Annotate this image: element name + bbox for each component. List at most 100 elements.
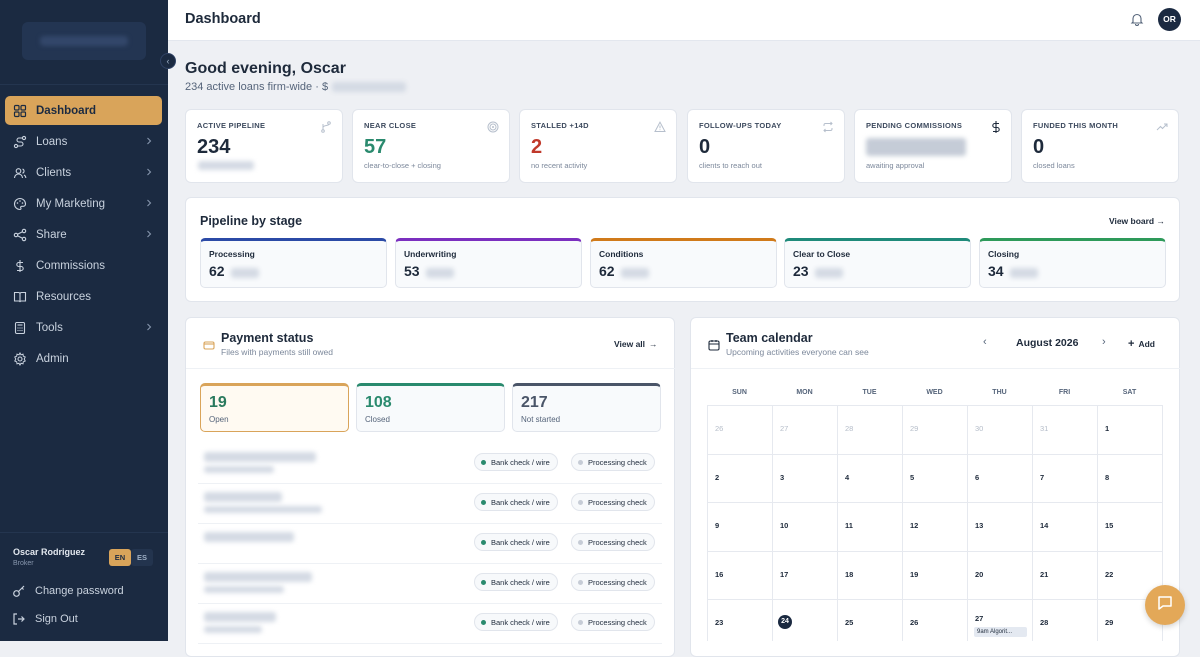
stage-processing[interactable]: Processing 62 [200, 238, 387, 288]
status-dot [578, 539, 583, 545]
sidebar-item-share[interactable]: Share [5, 220, 162, 249]
sign-out-link[interactable]: Sign Out [12, 612, 78, 626]
sidebar-item-admin[interactable]: Admin [5, 344, 162, 373]
calendar-day[interactable]: 27 [773, 406, 838, 455]
payment-tab-closed[interactable]: 108 Closed [356, 383, 505, 432]
day-number: 28 [1040, 618, 1049, 627]
calendar-event[interactable]: 9am Algorit... [974, 627, 1027, 637]
kpi-card-funded-this-month[interactable]: FUNDED THIS MONTH 0 closed loans [1021, 109, 1179, 183]
kpi-card-active-pipeline[interactable]: ACTIVE PIPELINE 234 [185, 109, 343, 183]
calendar-day[interactable]: 11 [838, 503, 903, 552]
kpi-value: 234 [197, 136, 231, 158]
calendar-day[interactable]: 29 [903, 406, 968, 455]
day-number: 16 [715, 569, 724, 579]
kpi-card-pending-commissions[interactable]: PENDING COMMISSIONS awaiting approval [854, 109, 1012, 183]
kpi-card-follow-ups-today[interactable]: FOLLOW-UPS TODAY 0 clients to reach out [687, 109, 845, 183]
sidebar-item-dashboard[interactable]: Dashboard [5, 96, 162, 125]
add-event-button[interactable]: + Add [1128, 338, 1155, 350]
weekday-header: SUN [732, 389, 747, 396]
weekday-header: SAT [1122, 389, 1137, 396]
sidebar-item-label: Commissions [36, 259, 106, 272]
calendar-day[interactable]: 6 [968, 454, 1033, 503]
bell-icon[interactable] [1130, 12, 1144, 26]
payment-tab-not-started[interactable]: 217 Not started [512, 383, 661, 432]
calendar-day[interactable]: 1 [1098, 406, 1163, 455]
payment-row[interactable]: Bank check / wire Processing check [198, 484, 662, 524]
calendar-day[interactable]: 3 [773, 454, 838, 503]
payment-row[interactable]: Bank check / wire Processing check [198, 564, 662, 604]
calendar-day[interactable]: 14 [1033, 503, 1098, 552]
sidebar-item-clients[interactable]: Clients [5, 158, 162, 187]
calendar-day[interactable]: 15 [1098, 503, 1163, 552]
view-all-link[interactable]: View all → [614, 339, 658, 349]
calendar-day[interactable]: 25 [838, 600, 903, 641]
calendar-day[interactable]: 12 [903, 503, 968, 552]
calendar-day[interactable]: 28 [838, 406, 903, 455]
stage-count: 53 [404, 263, 420, 279]
change-password-link[interactable]: Change password [12, 584, 124, 598]
calendar-day[interactable]: 21 [1033, 551, 1098, 600]
stage-conditions[interactable]: Conditions 62 [590, 238, 777, 288]
calendar-day[interactable]: 30 [968, 406, 1033, 455]
calendar-day[interactable]: 23 [708, 600, 773, 641]
calendar-day[interactable]: 27 9am Algorit... [968, 600, 1033, 641]
calendar-day[interactable]: 2 [708, 454, 773, 503]
payment-row[interactable]: Bank check / wire Processing check [198, 444, 662, 484]
calendar-day[interactable]: 20 [968, 551, 1033, 600]
calendar-day[interactable]: 19 [903, 551, 968, 600]
day-number: 19 [910, 569, 919, 579]
calendar-subtitle: Upcoming activities everyone can see [726, 347, 869, 357]
day-number: 11 [845, 521, 853, 530]
kpi-label: ACTIVE PIPELINE [197, 121, 266, 130]
kpi-card-near-close[interactable]: NEAR CLOSE 57 clear-to-close + closing [352, 109, 510, 183]
lang-en-button[interactable]: EN [109, 549, 131, 566]
calendar-day[interactable]: 7 [1033, 454, 1098, 503]
stage-underwriting[interactable]: Underwriting 53 [395, 238, 582, 288]
calendar-day[interactable]: 8 [1098, 454, 1163, 503]
sidebar-item-loans[interactable]: Loans [5, 127, 162, 156]
status-dot [481, 499, 486, 505]
calendar-day[interactable]: 24 [773, 600, 838, 641]
sidebar-item-tools[interactable]: Tools [5, 313, 162, 342]
chat-button[interactable] [1145, 585, 1185, 625]
sidebar-item-my-marketing[interactable]: My Marketing [5, 189, 162, 218]
stage-clear-to-close[interactable]: Clear to Close 23 [784, 238, 971, 288]
sidebar-item-commissions[interactable]: Commissions [5, 251, 162, 280]
payment-method: Bank check / wire [491, 497, 550, 507]
calendar-day[interactable]: 31 [1033, 406, 1098, 455]
collapse-sidebar-button[interactable]: ‹ [160, 53, 176, 69]
calendar-day[interactable]: 26 [903, 600, 968, 641]
avatar[interactable]: OR [1158, 8, 1181, 31]
lang-es-button[interactable]: ES [131, 549, 153, 566]
calendar-day[interactable]: 26 [708, 406, 773, 455]
kpi-label: PENDING COMMISSIONS [866, 121, 963, 130]
sidebar-item-label: Dashboard [36, 104, 97, 117]
status-dot [578, 579, 583, 585]
add-label: Add [1138, 339, 1155, 349]
calendar-day[interactable]: 10 [773, 503, 838, 552]
calendar-day[interactable]: 9 [708, 503, 773, 552]
stage-closing[interactable]: Closing 34 [979, 238, 1166, 288]
payment-tab-open[interactable]: 19 Open [200, 383, 349, 432]
calendar-day[interactable]: 16 [708, 551, 773, 600]
payment-row[interactable]: Bank check / wire Processing check [198, 524, 662, 564]
calendar-day[interactable]: 13 [968, 503, 1033, 552]
change-password-label: Change password [35, 585, 124, 597]
view-board-link[interactable]: View board → [1108, 216, 1165, 226]
payment-status-pill: Processing check [571, 453, 655, 471]
calendar-day[interactable]: 18 [838, 551, 903, 600]
next-month-button[interactable]: › [1102, 336, 1106, 348]
redacted-detail [204, 586, 284, 593]
calendar-day[interactable]: 28 [1033, 600, 1098, 641]
calendar-day[interactable]: 17 [773, 551, 838, 600]
kpi-card-stalled-14d[interactable]: STALLED +14D 2 no recent activity [519, 109, 677, 183]
sidebar-item-resources[interactable]: Resources [5, 282, 162, 311]
prev-month-button[interactable]: ‹ [983, 336, 987, 348]
calendar-day[interactable]: 4 [838, 454, 903, 503]
logo[interactable] [22, 22, 146, 60]
calendar-day[interactable]: 22 [1098, 551, 1163, 600]
payment-row[interactable]: Bank check / wire Processing check [198, 604, 662, 644]
calendar-day[interactable]: 5 [903, 454, 968, 503]
redacted-detail [204, 466, 274, 473]
day-number: 4 [845, 472, 850, 482]
